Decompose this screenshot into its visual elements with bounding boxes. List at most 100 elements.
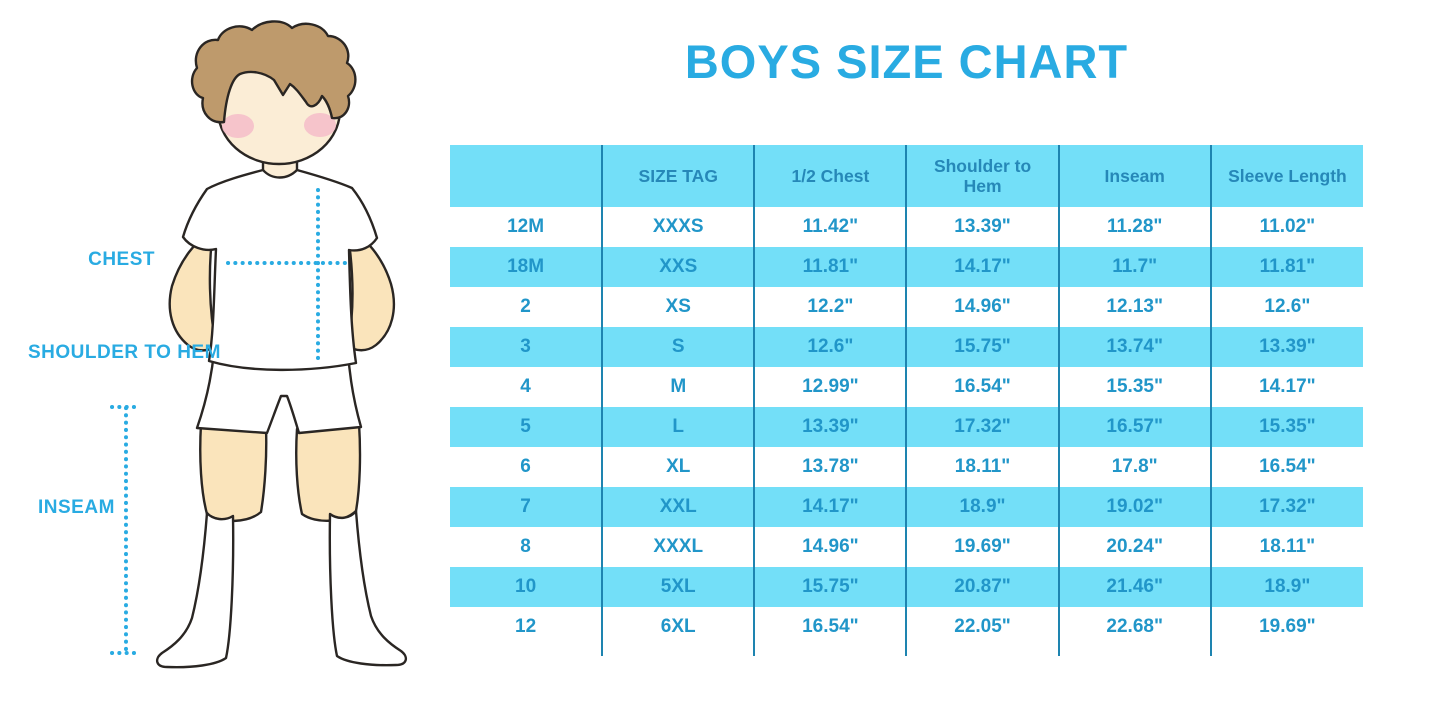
measurement-cell: 13.39" [905, 207, 1059, 247]
inseam-label: INSEAM [38, 497, 115, 518]
measurement-cell: 11.7" [1057, 247, 1211, 287]
measurement-cell: 17.8" [1057, 447, 1211, 487]
size-cell: 5 [450, 407, 603, 447]
column-header-1-2-chest: 1/2 Chest [753, 145, 907, 207]
column-header-size [450, 145, 603, 207]
boy-left-sock [155, 511, 235, 669]
column-header-sleeve-length: Sleeve Length [1209, 145, 1363, 207]
boy-right-blush [304, 113, 336, 137]
measurement-cell: 15.75" [753, 567, 907, 607]
size-cell: 6 [450, 447, 603, 487]
measurement-cell: 11.28" [1057, 207, 1211, 247]
measurement-cell: 16.54" [753, 607, 907, 647]
boy-right-thigh [295, 421, 362, 522]
divider-overhang-cell [450, 647, 602, 656]
size-row-2: 2 XS 12.2" 14.96" 12.13" 12.6" [450, 287, 1363, 327]
measurement-cell: 12.99" [753, 367, 907, 407]
measurement-cell: 12.13" [1057, 287, 1211, 327]
column-header-shoulder-to-hem: Shoulder to Hem [905, 145, 1059, 207]
divider-overhang-cell [1057, 647, 1211, 656]
measurement-cell: 14.96" [905, 287, 1059, 327]
measurement-cell: XXXS [601, 207, 755, 247]
measurement-cell: 14.96" [753, 527, 907, 567]
measurement-cell: 21.46" [1057, 567, 1211, 607]
measurement-cell: 13.78" [753, 447, 907, 487]
measurement-cell: 17.32" [1209, 487, 1363, 527]
measurement-cell: 22.05" [905, 607, 1059, 647]
size-cell: 12 [450, 607, 603, 647]
measurement-cell: 20.24" [1057, 527, 1211, 567]
measurement-cell: 12.6" [753, 327, 907, 367]
divider-overhang-cell [753, 647, 907, 656]
measurement-cell: 20.87" [905, 567, 1059, 607]
size-row-12: 12 6XL 16.54" 22.05" 22.68" 19.69" [450, 607, 1363, 647]
measurement-cell: 16.57" [1057, 407, 1211, 447]
measurement-cell: 19.69" [1209, 607, 1363, 647]
measurement-cell: 12.2" [753, 287, 907, 327]
size-cell: 10 [450, 567, 603, 607]
measurement-cell: 11.81" [753, 247, 907, 287]
measurement-cell: XXS [601, 247, 755, 287]
measurement-cell: 14.17" [1209, 367, 1363, 407]
measurement-cell: M [601, 367, 755, 407]
size-row-12m: 12M XXXS 11.42" 13.39" 11.28" 11.02" [450, 207, 1363, 247]
size-table-header: SIZE TAG 1/2 Chest Shoulder to Hem Inseam Sl… [450, 145, 1363, 207]
measurement-cell: 13.74" [1057, 327, 1211, 367]
size-cell: 8 [450, 527, 603, 567]
measurement-cell: 19.69" [905, 527, 1059, 567]
measurement-cell: 11.81" [1209, 247, 1363, 287]
size-row-18m: 18M XXS 11.81" 14.17" 11.7" 11.81" [450, 247, 1363, 287]
measurement-cell: 5XL [601, 567, 755, 607]
size-row-3: 3 S 12.6" 15.75" 13.74" 13.39" [450, 327, 1363, 367]
boy-shorts [195, 350, 363, 435]
measurement-cell: 18.11" [1209, 527, 1363, 567]
boy-right-sock [328, 509, 408, 667]
size-table: SIZE TAG 1/2 Chest Shoulder to Hem Inseam Sl… [450, 145, 1363, 656]
column-header-size-tag: SIZE TAG [601, 145, 755, 207]
measurement-cell: L [601, 407, 755, 447]
measurement-cell: 18.9" [905, 487, 1059, 527]
boy-right-arm [345, 226, 395, 352]
boy-left-blush [222, 114, 254, 138]
size-cell: 4 [450, 367, 603, 407]
measurement-cell: XL [601, 447, 755, 487]
measurement-cell: 15.35" [1209, 407, 1363, 447]
boy-shirt [181, 168, 379, 372]
measurement-cell: 11.42" [753, 207, 907, 247]
size-row-6: 6 XL 13.78" 18.11" 17.8" 16.54" [450, 447, 1363, 487]
size-cell: 2 [450, 287, 603, 327]
size-row-7: 7 XXL 14.17" 18.9" 19.02" 17.32" [450, 487, 1363, 527]
measurement-cell: 13.39" [753, 407, 907, 447]
measurement-cell: 15.75" [905, 327, 1059, 367]
measurement-cell: 15.35" [1057, 367, 1211, 407]
size-cell: 7 [450, 487, 603, 527]
column-header-inseam: Inseam [1057, 145, 1211, 207]
divider-overhang-cell [905, 647, 1059, 656]
measurement-cell: S [601, 327, 755, 367]
measurement-cell: 17.32" [905, 407, 1059, 447]
measurement-cell: 12.6" [1209, 287, 1363, 327]
shoulder-to-hem-label: SHOULDER TO HEM [28, 342, 221, 363]
measurement-cell: 16.54" [1209, 447, 1363, 487]
size-row-10: 10 5XL 15.75" 20.87" 21.46" 18.9" [450, 567, 1363, 607]
table-divider-overhang [450, 647, 1363, 656]
size-table-container: SIZE TAG 1/2 Chest Shoulder to Hem Inseam Sl… [450, 145, 1363, 656]
page-title: BOYS SIZE CHART [684, 35, 1129, 88]
measurement-cell: 6XL [601, 607, 755, 647]
measurement-cell: 16.54" [905, 367, 1059, 407]
boy-left-arm [168, 228, 218, 352]
boy-figure-illustration [110, 20, 408, 669]
measurement-cell: 14.17" [753, 487, 907, 527]
measurement-cell: 14.17" [905, 247, 1059, 287]
divider-overhang-cell [601, 647, 755, 656]
size-row-4: 4 M 12.99" 16.54" 15.35" 14.17" [450, 367, 1363, 407]
measurement-cell: 13.39" [1209, 327, 1363, 367]
measurement-cell: 22.68" [1057, 607, 1211, 647]
size-table-body: 12M XXXS 11.42" 13.39" 11.28" 11.02" 18M XXS 11.… [450, 207, 1363, 656]
measurement-cell: 11.02" [1209, 207, 1363, 247]
measurement-cell: 18.11" [905, 447, 1059, 487]
size-row-5: 5 L 13.39" 17.32" 16.57" 15.35" [450, 407, 1363, 447]
size-cell: 3 [450, 327, 603, 367]
size-cell: 18M [450, 247, 603, 287]
